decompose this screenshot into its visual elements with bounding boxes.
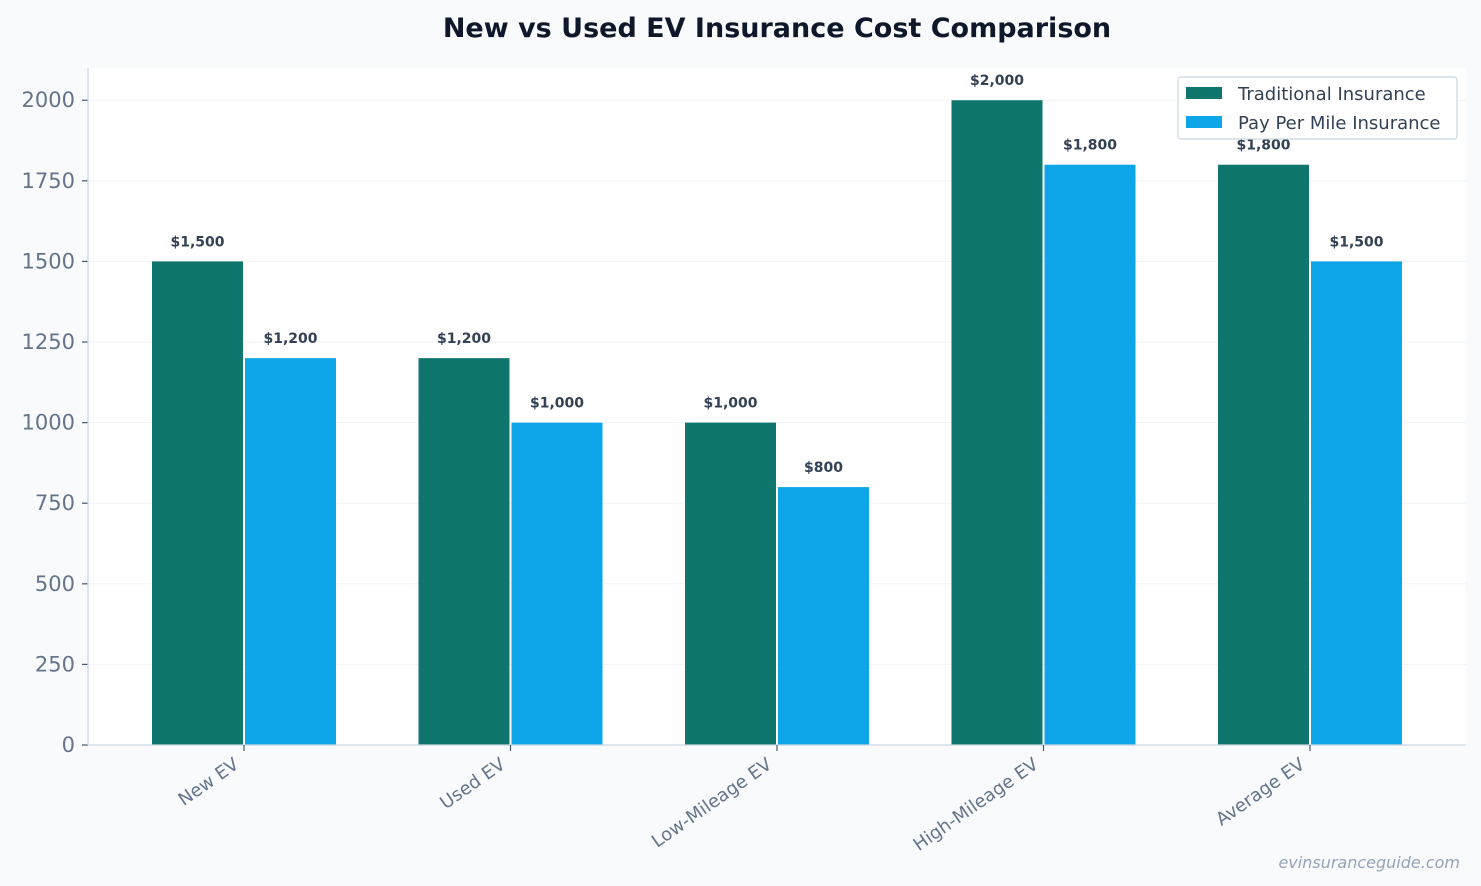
bar-traditional	[418, 358, 510, 745]
data-label: $2,000	[970, 73, 1024, 89]
bars	[152, 100, 1402, 745]
bar-pay-per-mile	[1311, 261, 1402, 745]
y-tick-label: 1750	[22, 169, 75, 193]
bar-pay-per-mile	[511, 422, 603, 745]
y-tick-label: 1000	[22, 411, 75, 435]
bar-traditional	[1218, 164, 1309, 745]
y-tick-label: 1500	[22, 249, 75, 273]
data-label: $800	[804, 460, 843, 476]
bar-traditional	[685, 422, 776, 745]
legend-swatch	[1186, 116, 1222, 128]
chart-title: New vs Used EV Insurance Cost Comparison	[443, 13, 1111, 44]
data-label: $1,800	[1063, 138, 1117, 154]
data-label: $1,000	[703, 396, 757, 412]
bar-traditional	[152, 261, 243, 745]
data-label: $1,800	[1236, 138, 1290, 154]
y-tick-label: 2000	[22, 88, 75, 112]
legend: Traditional Insurance Pay Per Mile Insura…	[1177, 76, 1458, 140]
legend-label: Pay Per Mile Insurance	[1238, 113, 1441, 134]
legend-swatch	[1186, 87, 1222, 99]
y-tick-label: 750	[35, 491, 75, 515]
data-labels: $1,500 $1,200 $1,200 $1,000 $1,000 $800 $2,000…	[170, 73, 1383, 476]
bar-pay-per-mile	[245, 358, 336, 745]
legend-label: Traditional Insurance	[1237, 84, 1426, 105]
x-tick-label: New EV	[175, 754, 244, 811]
y-tick-label: 0	[62, 733, 75, 757]
data-label: $1,200	[263, 331, 317, 347]
bar-traditional	[951, 100, 1043, 745]
x-tick-label: Low-Mileage EV	[648, 754, 777, 853]
data-label: $1,500	[170, 234, 224, 250]
data-label: $1,200	[437, 331, 491, 347]
legend-box	[1177, 76, 1458, 140]
x-tick-label: Average EV	[1212, 754, 1309, 831]
y-tick-label: 500	[35, 572, 75, 596]
data-label: $1,000	[530, 396, 584, 412]
x-tick-label: High-Mileage EV	[910, 754, 1043, 856]
y-tick-label: 250	[35, 652, 75, 676]
bar-pay-per-mile	[778, 487, 869, 745]
bar-pay-per-mile	[1044, 164, 1136, 745]
y-tick-label: 1250	[22, 330, 75, 354]
data-label: $1,500	[1329, 234, 1383, 250]
watermark: evinsuranceguide.com	[1278, 853, 1460, 872]
x-tick-label: Used EV	[436, 754, 510, 814]
